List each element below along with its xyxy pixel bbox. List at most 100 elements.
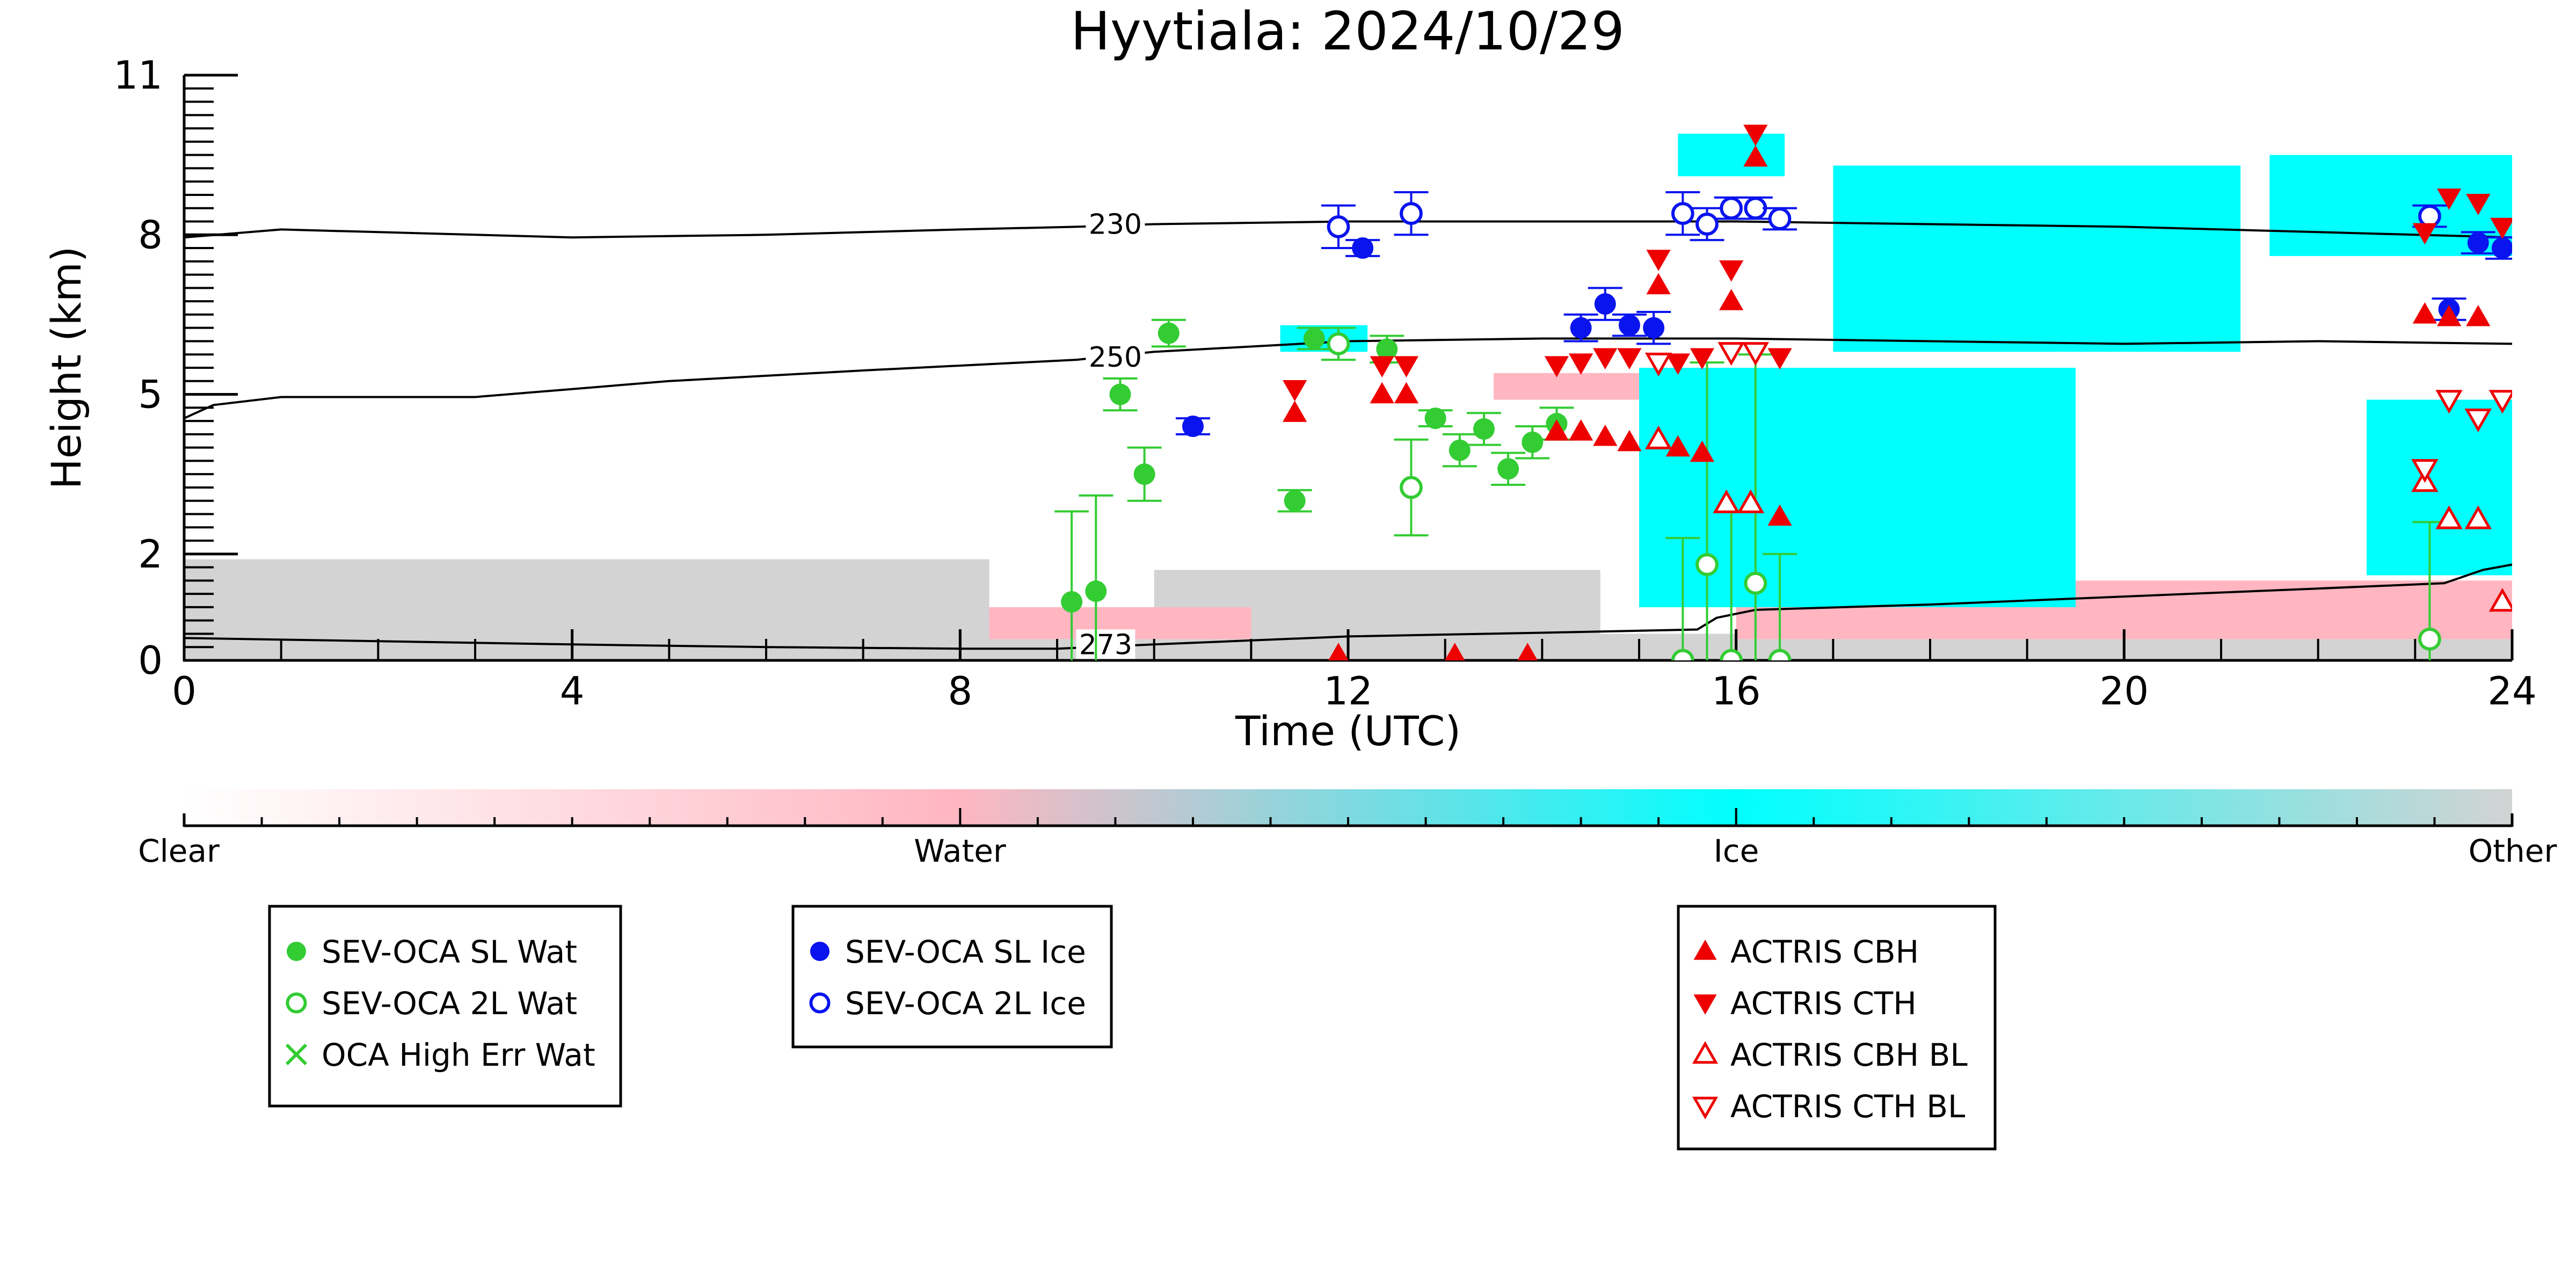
region-ice (1678, 134, 1785, 177)
legend-box-1: SEV-OCA SL Wat SEV-OCA 2L Wat OCA High Err… (268, 905, 622, 1108)
point-actris-cth-bl (1644, 352, 1672, 377)
colorbar-label-ice: Ice (1714, 833, 1759, 869)
point-sev-oca-sl-wat (1303, 328, 1325, 350)
point-sev-oca-sl-wat (1449, 439, 1471, 461)
point-actris-cbh (1282, 401, 1307, 422)
point-sev-oca-2l-wat (2418, 627, 2441, 651)
point-sev-oca-2l-ice (1744, 197, 1767, 220)
point-actris-cbh-bl (1737, 489, 1765, 513)
tick-labels: 0 4 8 12 16 20 24 0 2 5 8 11 (113, 53, 2536, 714)
point-sev-oca-sl-wat (1424, 407, 1446, 430)
classification-colorbar: Clear Water Ice Other (138, 789, 2557, 869)
point-sev-oca-sl-wat (1522, 431, 1544, 453)
legend-box-2: SEV-OCA SL Ice SEV-OCA 2L Ice (791, 905, 1113, 1049)
legend-marker (1692, 1041, 1719, 1064)
point-sev-oca-2l-ice (1671, 202, 1694, 225)
legend-label: ACTRIS CTH (1730, 985, 1917, 1022)
point-sev-oca-2l-wat (1400, 476, 1423, 499)
point-actris-cbh-bl (2464, 505, 2492, 529)
point-actris-cth (1767, 348, 1792, 370)
y-tick-label: 2 (138, 532, 163, 577)
contour-label-bg (1076, 629, 1136, 660)
point-sev-oca-2l-wat (1695, 553, 1719, 577)
point-actris-cbh (1444, 643, 1465, 660)
point-actris-cth (1665, 353, 1690, 375)
point-actris-cth (1568, 353, 1593, 375)
legend-label: SEV-OCA 2L Wat (322, 985, 577, 1022)
point-actris-cbh (1394, 382, 1419, 404)
point-sev-oca-2l-ice (2418, 205, 2441, 228)
legend-entry: SEV-OCA SL Wat (287, 934, 577, 970)
legend-marker (285, 1043, 308, 1066)
point-sev-oca-2l-wat (1720, 649, 1743, 660)
point-actris-cbh (1593, 424, 1618, 446)
legend-entry: SEV-OCA 2L Ice (809, 985, 1086, 1022)
legend-label: ACTRIS CBH BL (1730, 1037, 1968, 1073)
contour-250 (184, 337, 2512, 419)
contour-230 (184, 220, 2512, 239)
point-sev-oca-2l-wat (1768, 649, 1792, 660)
point-actris-cbh (1544, 419, 1569, 441)
legend-label: SEV-OCA 2L Ice (845, 985, 1086, 1022)
legend-entry: ACTRIS CBH BL (1692, 1037, 1968, 1073)
point-actris-cth (1719, 260, 1744, 282)
contour-label-bg (1086, 209, 1145, 239)
point-sev-oca-sl-wat (1376, 338, 1398, 360)
legend-marker (809, 992, 831, 1014)
point-actris-cth-bl (2411, 459, 2439, 483)
point-actris-cth-bl (2488, 390, 2512, 414)
point-sev-oca-sl-ice (1570, 317, 1592, 339)
point-actris-cbh-bl (2435, 505, 2463, 529)
point-actris-cth (1370, 356, 1394, 377)
x-tick-label: 16 (1712, 668, 1761, 714)
point-sev-oca-sl-wat (1497, 458, 1519, 480)
x-marker-stroke (285, 1043, 308, 1066)
point-actris-cth (1593, 348, 1618, 370)
point-actris-cbh (1517, 643, 1538, 660)
legend-marker (1693, 940, 1717, 960)
y-tick-label: 11 (113, 53, 163, 98)
colorbar-label-clear: Clear (138, 833, 220, 869)
point-actris-cth (2412, 223, 2437, 245)
x-tick-label: 12 (1323, 668, 1373, 714)
legends: SEV-OCA SL Wat SEV-OCA 2L Wat OCA High Err… (268, 905, 1997, 1151)
legend-frame (1677, 905, 1997, 1151)
point-sev-oca-sl-wat (1158, 322, 1180, 344)
contour-label-230: 230 (1089, 208, 1142, 241)
legend-label: ACTRIS CBH (1730, 934, 1919, 970)
legend-frame (268, 905, 622, 1108)
point-sev-oca-sl-ice (1594, 293, 1616, 315)
error-bar (1762, 552, 1797, 660)
y-axis-label: Height (km) (42, 246, 90, 490)
point-sev-oca-sl-ice (1643, 317, 1665, 339)
legend-entry: SEV-OCA SL Ice (810, 934, 1086, 970)
point-sev-oca-sl-ice (1352, 237, 1374, 259)
legend-marker (810, 942, 829, 961)
point-sev-oca-sl-wat (1085, 580, 1107, 602)
point-actris-cth-bl (1718, 342, 1745, 366)
point-actris-cbh (1328, 643, 1349, 660)
contour-label-273: 273 (1079, 629, 1132, 661)
point-actris-cth-bl (2435, 390, 2463, 414)
point-actris-cth (1617, 348, 1642, 370)
point-actris-cth (1743, 125, 1768, 146)
point-sev-oca-sl-wat (1061, 591, 1083, 613)
x-tick-label: 24 (2487, 668, 2537, 714)
point-sev-oca-2l-wat (1671, 649, 1694, 660)
x-tick-label: 8 (948, 668, 972, 714)
point-actris-cbh (1719, 289, 1744, 310)
point-sev-oca-sl-ice (2491, 237, 2512, 259)
legend-label: OCA High Err Wat (322, 1037, 595, 1073)
x-tick-label: 4 (560, 668, 585, 714)
point-actris-cth-bl (1742, 342, 1770, 366)
point-actris-cbh-bl (1644, 425, 1672, 449)
legend-label: ACTRIS CTH BL (1730, 1088, 1965, 1125)
region-ice (2367, 399, 2512, 576)
point-actris-cth-bl (2464, 409, 2492, 433)
chart-title: Hyytiala: 2024/10/29 (1071, 1, 1625, 62)
point-actris-cbh (2466, 304, 2491, 326)
legend-label: SEV-OCA SL Wat (322, 934, 577, 970)
colorbar-label-other: Other (2469, 833, 2557, 869)
x-tick-label: 20 (2100, 668, 2149, 714)
